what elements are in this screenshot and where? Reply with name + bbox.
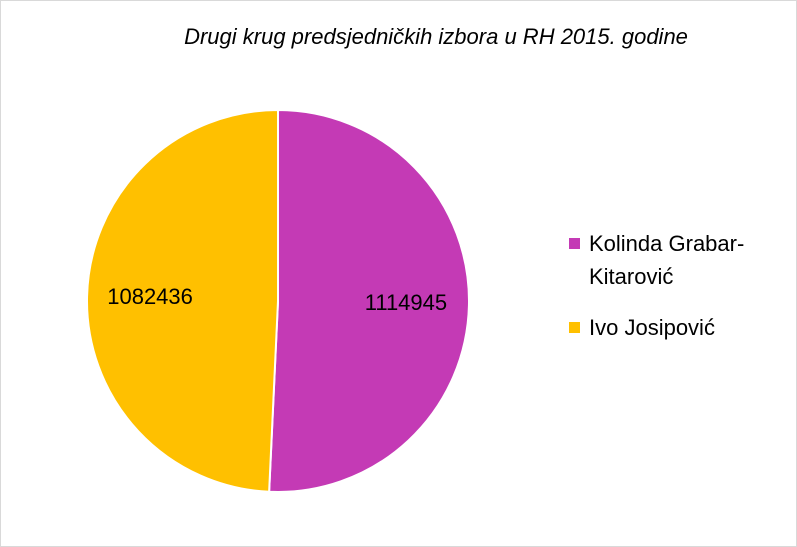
legend-swatch [569, 322, 580, 333]
legend-label: Kolinda Grabar-Kitarović [589, 231, 745, 289]
data-label: 1114945 [365, 290, 447, 315]
legend-swatch [569, 238, 580, 249]
data-label: 1082436 [107, 284, 193, 309]
pie-slice [268, 108, 470, 493]
chart-title: Drugi krug predsjedničkih izbora u RH 20… [184, 24, 688, 49]
pie: 1114945 1082436 [86, 108, 470, 493]
legend-entry: Ivo Josipović [567, 311, 767, 344]
legend-label: Ivo Josipović [589, 315, 715, 340]
pie-slice [86, 108, 279, 493]
legend: Kolinda Grabar-Kitarović Ivo Josipović [567, 227, 767, 362]
legend-entry: Kolinda Grabar-Kitarović [567, 227, 767, 293]
